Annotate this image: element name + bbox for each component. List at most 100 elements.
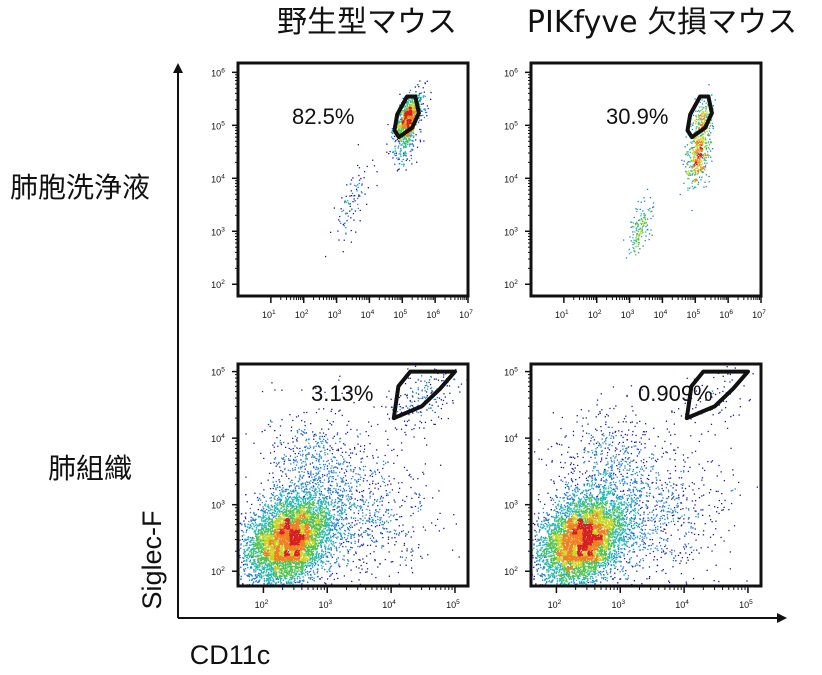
event-point bbox=[405, 123, 407, 125]
event-point bbox=[407, 101, 409, 103]
event-point bbox=[312, 481, 314, 484]
event-point bbox=[414, 113, 416, 115]
event-point bbox=[253, 549, 255, 551]
event-point bbox=[403, 123, 405, 125]
event-point bbox=[324, 507, 326, 509]
event-point bbox=[399, 133, 401, 135]
event-point bbox=[271, 554, 273, 557]
event-point bbox=[392, 157, 394, 159]
event-point bbox=[257, 557, 260, 560]
event-point bbox=[409, 125, 411, 127]
event-point bbox=[702, 123, 704, 125]
event-point bbox=[698, 122, 700, 124]
event-point bbox=[350, 195, 353, 197]
event-point bbox=[406, 117, 408, 119]
event-point bbox=[405, 143, 407, 145]
event-point bbox=[401, 140, 403, 143]
event-point bbox=[409, 118, 411, 120]
event-point bbox=[699, 148, 702, 150]
event-point bbox=[693, 140, 695, 142]
event-point bbox=[298, 570, 300, 572]
event-point bbox=[707, 104, 709, 106]
event-point bbox=[698, 116, 700, 118]
event-point bbox=[707, 153, 709, 155]
event-point bbox=[261, 520, 263, 522]
event-point bbox=[696, 167, 698, 169]
event-point bbox=[395, 154, 397, 156]
event-point bbox=[408, 126, 410, 128]
event-point bbox=[246, 574, 248, 577]
event-point bbox=[410, 133, 412, 135]
event-point bbox=[692, 146, 695, 149]
event-point bbox=[286, 511, 288, 513]
event-point bbox=[313, 531, 315, 533]
event-point bbox=[407, 98, 410, 100]
event-point bbox=[414, 110, 416, 112]
event-point bbox=[279, 538, 282, 540]
event-point bbox=[701, 112, 703, 114]
event-point bbox=[313, 580, 315, 582]
event-point bbox=[287, 569, 289, 571]
event-point bbox=[352, 195, 355, 197]
event-point bbox=[299, 511, 301, 513]
event-point bbox=[687, 163, 689, 166]
event-point bbox=[412, 136, 415, 138]
event-point bbox=[324, 545, 326, 548]
plot-frame bbox=[529, 61, 763, 298]
event-point bbox=[705, 106, 708, 108]
event-point bbox=[635, 229, 638, 232]
event-point bbox=[358, 174, 360, 177]
event-point bbox=[338, 494, 340, 497]
event-point bbox=[261, 530, 263, 533]
event-point bbox=[305, 544, 308, 547]
event-point bbox=[694, 186, 696, 188]
event-point bbox=[704, 159, 706, 161]
event-point bbox=[264, 523, 266, 525]
event-point bbox=[242, 531, 245, 533]
event-point bbox=[341, 494, 343, 496]
event-point bbox=[647, 208, 649, 211]
event-point bbox=[685, 166, 687, 168]
event-point bbox=[336, 537, 338, 540]
event-point bbox=[272, 577, 274, 579]
event-point bbox=[233, 565, 234, 566]
event-point bbox=[266, 547, 268, 549]
event-point bbox=[695, 186, 697, 188]
event-point bbox=[701, 125, 704, 128]
event-point bbox=[346, 184, 348, 186]
event-point bbox=[701, 143, 703, 145]
event-point bbox=[700, 109, 702, 112]
event-point bbox=[394, 141, 396, 143]
event-point bbox=[631, 226, 633, 228]
event-point bbox=[711, 148, 714, 150]
event-point bbox=[639, 248, 641, 250]
event-point bbox=[687, 153, 690, 155]
event-point bbox=[641, 229, 643, 231]
event-point bbox=[308, 559, 310, 562]
event-point bbox=[651, 210, 653, 212]
event-point bbox=[410, 130, 413, 132]
event-point bbox=[421, 110, 423, 112]
event-point bbox=[694, 164, 696, 167]
event-point bbox=[692, 158, 695, 160]
event-point bbox=[703, 141, 705, 143]
event-point bbox=[313, 577, 315, 579]
event-point bbox=[409, 136, 411, 138]
event-point bbox=[315, 512, 317, 515]
event-point bbox=[267, 548, 270, 551]
event-point bbox=[392, 132, 394, 135]
event-point bbox=[696, 141, 698, 143]
event-point bbox=[702, 121, 704, 124]
event-point bbox=[701, 119, 703, 121]
event-point bbox=[405, 139, 407, 141]
event-point bbox=[275, 541, 277, 543]
event-point bbox=[698, 118, 700, 120]
event-point bbox=[270, 599, 271, 600]
event-point bbox=[398, 129, 401, 131]
event-point bbox=[700, 135, 703, 137]
event-point bbox=[263, 552, 265, 554]
event-point bbox=[425, 111, 427, 114]
event-point bbox=[705, 115, 708, 117]
event-point bbox=[264, 503, 267, 505]
event-point bbox=[262, 553, 264, 555]
